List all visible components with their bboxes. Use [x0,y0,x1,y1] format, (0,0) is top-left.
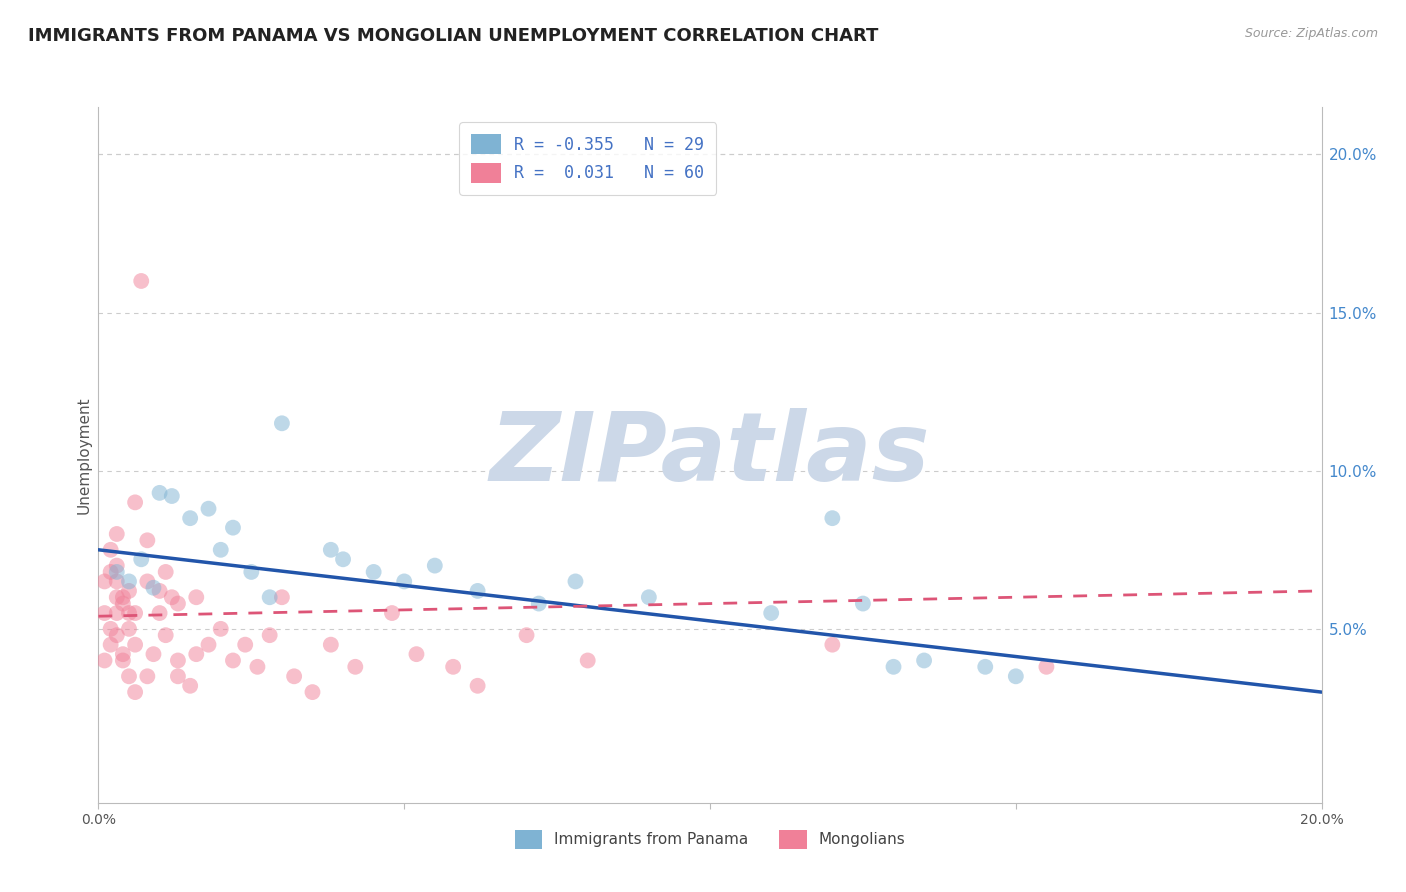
Point [240,565,263,579]
Text: Source: ZipAtlas.com: Source: ZipAtlas.com [1244,27,1378,40]
Point [821,511,844,525]
Point [118,583,141,598]
Point [105,628,128,642]
Point [100,542,122,557]
Point [186,647,208,661]
Point [467,583,489,598]
Point [319,542,342,557]
Point [197,501,219,516]
Point [259,628,281,642]
Point [1004,669,1026,683]
Point [105,574,128,589]
Point [111,597,134,611]
Point [912,653,935,667]
Y-axis label: Unemployment: Unemployment [76,396,91,514]
Point [105,606,128,620]
Point [118,606,141,620]
Point [93,574,115,589]
Point [111,647,134,661]
Point [160,591,183,605]
Point [516,628,538,642]
Point [136,669,159,683]
Point [564,574,586,589]
Point [100,622,122,636]
Point [246,660,269,674]
Point [149,486,172,500]
Point [93,653,115,667]
Point [142,581,165,595]
Point [118,622,141,636]
Point [883,660,905,674]
Point [1035,660,1057,674]
Point [129,552,152,566]
Point [759,606,782,620]
Point [197,638,219,652]
Point [124,685,146,699]
Point [160,489,183,503]
Point [105,558,128,573]
Point [179,679,201,693]
Point [105,565,128,579]
Point [111,591,134,605]
Text: ZIPatlas: ZIPatlas [489,409,931,501]
Point [332,552,354,566]
Point [124,606,146,620]
Point [270,591,292,605]
Point [441,660,464,674]
Point [105,591,128,605]
Point [222,521,245,535]
Text: IMMIGRANTS FROM PANAMA VS MONGOLIAN UNEMPLOYMENT CORRELATION CHART: IMMIGRANTS FROM PANAMA VS MONGOLIAN UNEM… [28,27,879,45]
Point [423,558,446,573]
Point [576,653,599,667]
Point [167,653,190,667]
Point [129,274,152,288]
Point [149,583,172,598]
Point [270,417,292,431]
Point [233,638,256,652]
Point [111,653,134,667]
Point [167,669,190,683]
Point [259,591,281,605]
Point [363,565,385,579]
Point [527,597,550,611]
Point [467,679,489,693]
Point [319,638,342,652]
Point [136,574,159,589]
Point [105,527,128,541]
Point [142,647,165,661]
Point [167,597,190,611]
Point [118,669,141,683]
Point [155,628,177,642]
Point [209,622,232,636]
Point [381,606,404,620]
Point [344,660,367,674]
Point [118,574,141,589]
Point [93,606,115,620]
Point [100,565,122,579]
Point [149,606,172,620]
Point [637,591,661,605]
Point [283,669,305,683]
Legend: Immigrants from Panama, Mongolians: Immigrants from Panama, Mongolians [505,821,915,858]
Point [852,597,875,611]
Point [392,574,416,589]
Point [100,638,122,652]
Point [124,495,146,509]
Point [222,653,245,667]
Point [301,685,323,699]
Point [136,533,159,548]
Point [405,647,427,661]
Point [821,638,844,652]
Point [974,660,997,674]
Point [179,511,201,525]
Point [186,591,208,605]
Point [124,638,146,652]
Point [209,542,232,557]
Point [155,565,177,579]
